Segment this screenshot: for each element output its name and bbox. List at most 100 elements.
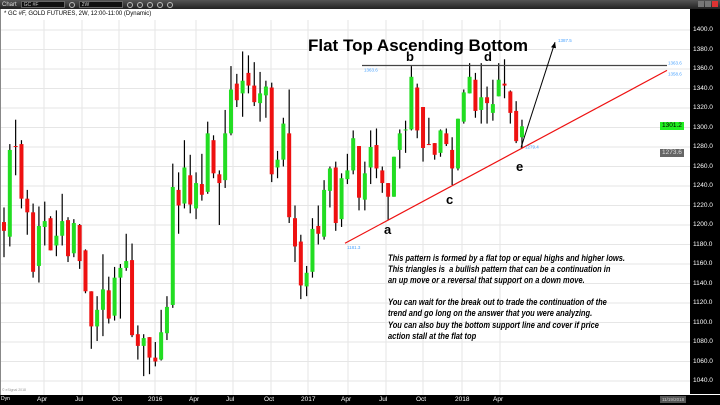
candle-body [31,212,36,272]
minimize-button[interactable] [698,1,704,7]
candle-body [275,159,280,168]
last-price-tag: 1301.2 [660,122,684,131]
chart-toolbar: Chart GC #F 2W [0,0,720,9]
candle-body [130,260,135,336]
price-tick-label: 1280.0 [693,143,713,150]
candle-body [240,80,245,94]
price-tick-label: 1400.0 [693,26,713,33]
candle-body [234,83,239,101]
dynamic-mode-button[interactable]: Dyn [1,396,10,402]
candle-body [112,277,117,316]
candle-body [60,221,65,236]
pencil-icon[interactable] [136,1,143,8]
candle-body [438,130,443,153]
candle-body [391,156,396,197]
candle-body [421,107,426,148]
candle-body [310,228,315,272]
support-line [344,69,668,244]
candle-body [182,167,187,204]
candle-body [496,79,501,97]
point-a: a [384,222,392,237]
candle-body [269,87,274,175]
flat-top-right-label: 1363.6 [668,60,682,65]
price-tick-label: 1360.0 [693,65,713,72]
candle-body [362,173,367,200]
candle-body [473,79,478,111]
flat-top-label: 1363.6 [364,67,378,72]
time-tick-label: Apr [493,396,504,403]
share-icon[interactable] [166,1,173,8]
candle-body [281,123,286,160]
price-tick-label: 1040.0 [693,377,713,384]
candle-body [170,186,175,305]
time-axis[interactable]: Dyn Apr Jul Oct 2016 Apr Jul Oct 2017 Apr Jul Oct 20… [0,395,720,405]
candle-body [479,97,484,110]
arrow-head-icon [551,42,556,49]
candle-body [106,290,111,319]
symbol-select[interactable]: GC #F [20,1,65,8]
candle-body [345,170,350,180]
interval-select[interactable]: 2W [78,1,123,8]
candle-body [415,87,420,131]
time-tick-label: Oct [416,396,427,403]
chart-header: * GC #F, GOLD FUTURES, 2W, 12:00-11:00 (… [4,11,152,17]
price-tick-label: 1240.0 [693,182,713,189]
price-tick-label: 1200.0 [693,221,713,228]
candle-body [304,272,309,287]
candle-body [141,338,146,346]
candle-body [322,189,327,237]
candle-body [100,289,105,310]
support-end-label: 1358.6 [668,71,682,76]
maximize-button[interactable] [705,1,711,7]
settings-icon[interactable] [146,1,153,8]
current-date-tag: 11/19/2018 [660,396,687,403]
clock-icon[interactable] [126,1,133,8]
close-button[interactable] [712,1,718,7]
candle-body [327,168,332,191]
price-tick-label: 1220.0 [693,201,713,209]
candle-body [83,250,88,292]
candle-body [374,145,379,169]
candle-body [118,267,123,278]
price-tick-label: 1320.0 [693,104,713,111]
price-tick-label: 1340.0 [693,84,713,92]
candle-body [54,235,59,246]
candle-body [252,85,257,103]
price-tick-label: 1060.0 [693,357,713,365]
candle-body [386,183,391,197]
candle-body [147,337,152,358]
candle-body [2,222,6,231]
point-c: c [446,192,454,207]
candle-body [159,332,164,360]
candle-body [71,223,76,254]
price-tick-label: 1260.0 [693,162,713,170]
copyright-text: © eSignal 2018 [2,388,26,392]
candle-body [89,291,94,327]
candle-body [153,357,158,362]
candle-body [246,72,251,86]
point-e: e [516,159,524,174]
candle-body [287,133,292,218]
link-icon[interactable] [68,1,75,8]
candle-body [485,97,490,104]
candle-body [490,104,495,113]
candle-body [36,225,41,266]
play-icon[interactable] [156,1,163,8]
price-axis[interactable]: 1040.0 1060.0 1080.0 1100.0 1120.0 1140.0 1160… [690,9,720,394]
candle-body [508,91,513,113]
time-tick-label: 2017 [301,396,316,403]
time-tick-label: Oct [264,396,275,403]
candle-body [461,92,466,122]
candle-body [211,140,216,174]
price-tick-label: 1120.0 [693,299,713,306]
candle-body [514,110,519,142]
price-tick-label: 1140.0 [693,279,713,287]
projection-start-label: 1279.4 [525,145,539,150]
point-b: b [406,49,414,64]
candle-body [502,83,507,86]
candle-body [467,76,472,94]
candle-body [223,133,228,181]
candle-body [455,118,460,169]
candle-body [42,221,47,227]
